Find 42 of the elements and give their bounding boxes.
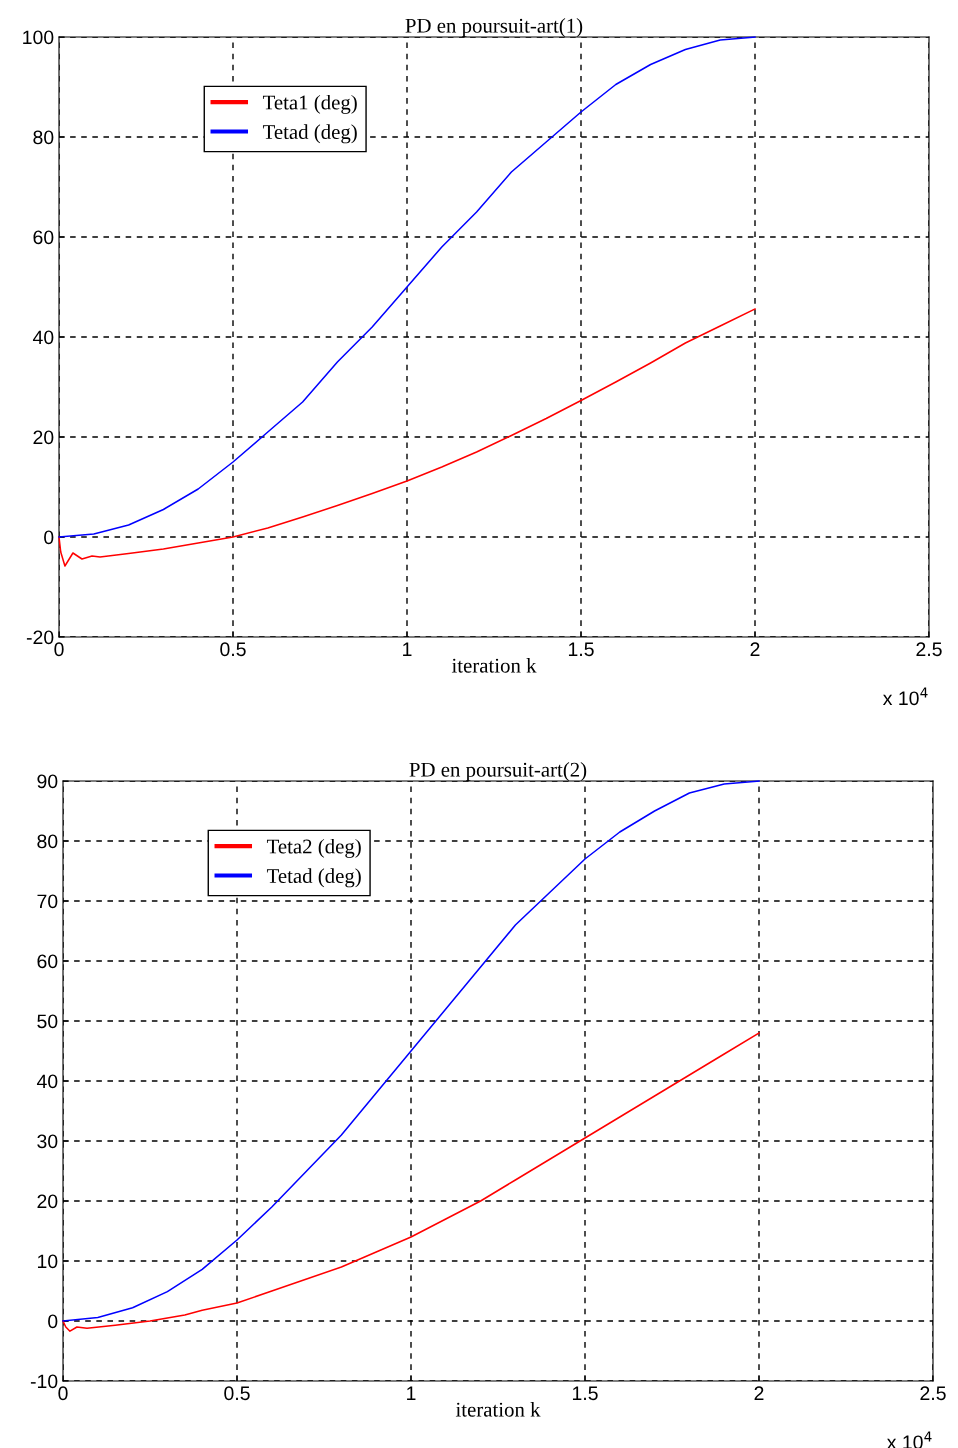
x-axis-title: iteration k [455, 1402, 541, 1417]
x-tick-label: 1 [403, 642, 412, 656]
line-series [62, 780, 760, 1322]
chart-title: PD en poursuit-art(2) [409, 762, 587, 781]
y-tick-label: -20 [26, 630, 54, 645]
x-tick-label: 1.5 [572, 1386, 598, 1401]
text: x 10$^{4}$ [882, 687, 928, 706]
x-tick-label: 1 [407, 1386, 416, 1400]
y-tick-label: 40 [36, 1074, 58, 1089]
x-tick-label: 2.5 [920, 1386, 946, 1401]
y-tick-label: 90 [37, 774, 58, 789]
legend-label: Teta1 (deg) [262, 94, 357, 114]
line-series [58, 308, 756, 567]
x-tick-label: 0.5 [220, 642, 246, 657]
y-tick-label: 0 [48, 1314, 58, 1329]
y-tick-label: -10 [30, 1374, 58, 1389]
y-tick-label: 20 [37, 1194, 58, 1209]
x-tick-label: 2 [750, 642, 760, 656]
y-tick-label: 100 [23, 30, 54, 45]
line-series [58, 36, 756, 538]
y-tick-label: 20 [33, 430, 54, 445]
legend-label: Tetad (deg) [266, 868, 361, 888]
x-tick-label: 2.5 [916, 642, 942, 657]
y-tick-label: 40 [32, 330, 54, 345]
y-tick-label: 70 [37, 894, 58, 909]
legend-label: Teta2 (deg) [266, 838, 361, 858]
y-tick-label: 60 [33, 230, 54, 245]
x-tick-label: 2 [754, 1386, 764, 1400]
y-tick-label: 80 [33, 130, 54, 145]
x-tick-label: 0.5 [224, 1386, 250, 1401]
y-tick-label: 0 [44, 530, 54, 545]
legend-label: Tetad (deg) [262, 124, 357, 144]
y-tick-label: 60 [37, 954, 58, 969]
y-tick-label: 50 [37, 1014, 58, 1029]
y-tick-label: 10 [38, 1254, 58, 1269]
y-tick-label: 30 [37, 1134, 58, 1149]
chart-title: PD en poursuit-art(1) [405, 18, 583, 37]
x-tick-label: 1.5 [568, 642, 594, 657]
x-tick-label: 0 [58, 1386, 68, 1401]
y-tick-label: 80 [37, 834, 58, 849]
line-series [62, 1032, 760, 1332]
x-axis-title: iteration k [451, 658, 537, 673]
